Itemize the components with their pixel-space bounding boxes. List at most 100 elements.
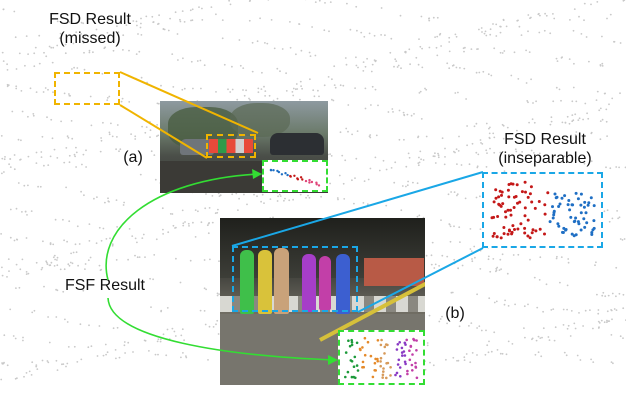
lidar-point <box>575 100 578 103</box>
fsf-point <box>347 339 350 342</box>
lidar-point <box>52 91 54 94</box>
lidar-point <box>351 133 353 136</box>
lidar-point <box>51 61 54 64</box>
lidar-point <box>531 118 534 121</box>
lidar-point <box>470 322 473 324</box>
lidar-point <box>212 326 215 328</box>
lidar-point <box>251 70 254 73</box>
lidar-point <box>406 113 409 116</box>
lidar-point <box>295 53 297 56</box>
lidar-point <box>320 195 322 198</box>
fsd-point-red <box>530 200 534 204</box>
lidar-point <box>83 194 85 197</box>
lidar-point <box>9 166 12 169</box>
lidar-point <box>493 47 496 50</box>
lidar-point <box>45 55 48 58</box>
lidar-point <box>219 194 222 197</box>
lidar-point <box>570 310 573 312</box>
lidar-point <box>339 131 342 134</box>
lidar-point <box>425 88 428 91</box>
lidar-point <box>482 70 485 73</box>
lidar-point <box>72 251 75 254</box>
lidar-point <box>50 118 53 121</box>
lidar-point <box>54 258 56 261</box>
lidar-point <box>405 185 407 188</box>
lidar-point <box>259 17 261 20</box>
lidar-point <box>623 0 626 1</box>
lidar-point <box>499 151 502 154</box>
lidar-point <box>596 1 599 3</box>
lidar-point <box>400 209 403 212</box>
lidar-point <box>418 92 421 94</box>
lidar-point <box>1 157 4 160</box>
lidar-point <box>452 356 455 359</box>
lidar-point <box>353 202 355 205</box>
lidar-point <box>517 253 520 256</box>
lidar-point <box>499 25 501 28</box>
lidar-point <box>430 263 433 266</box>
lidar-point <box>533 121 536 124</box>
lidar-point <box>75 146 77 149</box>
lidar-point <box>330 155 333 157</box>
lidar-point <box>96 355 99 357</box>
fsf-point <box>272 169 275 172</box>
fsf-point <box>350 375 354 379</box>
lidar-point <box>611 292 614 295</box>
lidar-point <box>8 270 10 272</box>
lidar-point <box>93 197 95 200</box>
lidar-point <box>153 154 156 157</box>
fsd-point-red <box>523 231 527 235</box>
lidar-point <box>345 63 348 66</box>
fsf-inset-a <box>262 160 328 192</box>
lidar-point <box>209 258 211 261</box>
lidar-point <box>530 149 533 152</box>
lidar-point <box>556 255 558 258</box>
lidar-point <box>2 60 5 62</box>
car-shape <box>270 133 324 155</box>
lidar-point <box>300 49 303 52</box>
lidar-point <box>47 361 50 364</box>
lidar-point <box>579 359 582 361</box>
lidar-point <box>468 163 471 166</box>
lidar-point <box>63 161 66 164</box>
lidar-point <box>90 124 93 127</box>
lidar-point <box>261 71 263 74</box>
fsd-point-red <box>499 204 503 208</box>
lidar-point <box>397 64 400 67</box>
lidar-point <box>99 150 102 153</box>
lidar-point <box>263 202 265 205</box>
lidar-point <box>183 21 186 23</box>
lidar-point <box>542 327 545 330</box>
lidar-point <box>603 321 606 324</box>
lidar-point <box>578 312 580 314</box>
lidar-point <box>116 136 118 138</box>
lidar-point <box>499 352 502 355</box>
lidar-point <box>590 3 592 6</box>
lidar-point <box>76 67 79 69</box>
lidar-point <box>505 132 508 135</box>
lidar-point <box>333 84 336 86</box>
lidar-point <box>270 19 273 21</box>
lidar-point <box>128 101 131 103</box>
fsd-point-blue <box>551 205 554 209</box>
lidar-point <box>523 305 526 308</box>
lidar-point <box>511 343 514 345</box>
lidar-point <box>329 182 331 185</box>
lidar-point <box>517 78 520 80</box>
lidar-point <box>469 361 472 364</box>
lidar-point <box>77 264 79 267</box>
lidar-point <box>260 200 262 203</box>
lidar-point <box>448 36 451 39</box>
lidar-point <box>485 149 488 152</box>
lidar-point <box>181 10 184 13</box>
lidar-point <box>216 292 219 295</box>
lidar-point <box>538 31 541 34</box>
lidar-point <box>398 138 401 141</box>
lidar-point <box>309 78 311 81</box>
lidar-point <box>6 63 8 66</box>
lidar-point <box>535 339 538 342</box>
lidar-point <box>506 126 509 129</box>
lidar-point <box>338 174 341 177</box>
lidar-point <box>130 133 133 136</box>
lidar-point <box>37 185 39 188</box>
